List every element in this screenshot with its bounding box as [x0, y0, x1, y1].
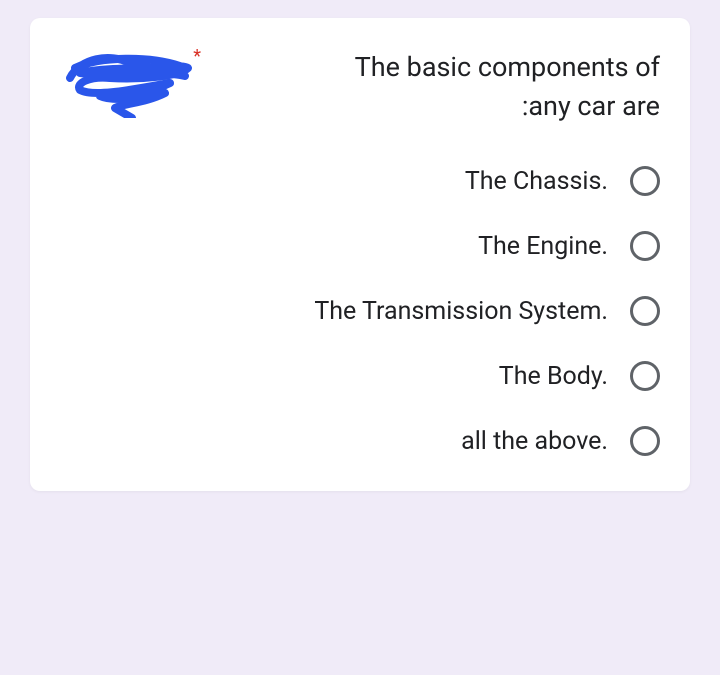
question-text-line1: The basic components of	[355, 51, 660, 83]
option-label: all the above.	[461, 427, 608, 456]
option-row[interactable]: The Body.	[60, 361, 660, 391]
question-header: * The basic components of :any car are	[60, 48, 660, 126]
option-row[interactable]: The Chassis.	[60, 166, 660, 196]
radio-icon[interactable]	[630, 166, 660, 196]
question-text: The basic components of :any car are	[215, 48, 660, 126]
question-card: * The basic components of :any car are T…	[30, 18, 690, 491]
option-label: The Chassis.	[465, 167, 608, 196]
option-label: The Transmission System.	[314, 297, 608, 326]
radio-icon[interactable]	[630, 231, 660, 261]
scribble-icon	[60, 48, 195, 118]
question-text-line2: :any car are	[522, 90, 660, 122]
option-row[interactable]: The Transmission System.	[60, 296, 660, 326]
option-label: The Engine.	[478, 232, 608, 261]
option-label: The Body.	[499, 362, 608, 391]
radio-icon[interactable]	[630, 426, 660, 456]
radio-icon[interactable]	[630, 296, 660, 326]
radio-icon[interactable]	[630, 361, 660, 391]
option-row[interactable]: all the above.	[60, 426, 660, 456]
required-asterisk: *	[193, 46, 201, 67]
option-row[interactable]: The Engine.	[60, 231, 660, 261]
redaction-scribble: *	[60, 48, 195, 118]
options-list: The Chassis. The Engine. The Transmissio…	[60, 166, 660, 456]
